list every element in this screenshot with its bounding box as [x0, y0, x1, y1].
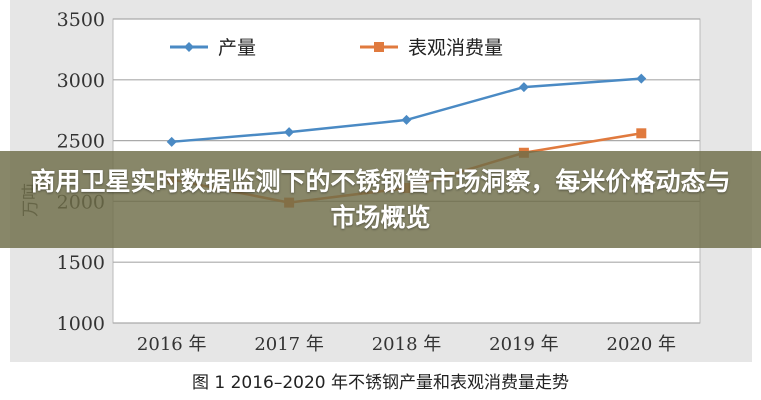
- data-point: [636, 73, 647, 84]
- y-tick-label: 1000: [57, 313, 105, 335]
- data-point: [518, 82, 529, 93]
- y-tick-label: 2500: [57, 131, 105, 153]
- x-tick-label: 2018 年: [372, 334, 442, 355]
- title-banner: 商用卫星实时数据监测下的不锈钢管市场洞察，每米价格动态与市场概览: [0, 151, 761, 248]
- y-tick-label: 3500: [57, 9, 105, 31]
- legend-label: 产量: [218, 37, 256, 59]
- data-point: [284, 127, 295, 138]
- banner-title: 商用卫星实时数据监测下的不锈钢管市场洞察，每米价格动态与市场概览: [30, 166, 731, 232]
- data-point: [401, 114, 412, 125]
- x-tick-label: 2019 年: [489, 334, 559, 355]
- legend-marker: [184, 42, 194, 52]
- y-tick-label: 1500: [57, 252, 105, 274]
- legend-label: 表观消费量: [408, 37, 503, 59]
- legend-marker: [374, 42, 384, 52]
- data-point: [636, 128, 647, 139]
- figure-caption: 图 1 2016–2020 年不锈钢产量和表观消费量走势: [191, 373, 570, 393]
- x-tick-label: 2017 年: [254, 334, 324, 355]
- data-point: [166, 136, 177, 147]
- x-tick-label: 2016 年: [137, 334, 207, 355]
- y-tick-label: 3000: [57, 70, 105, 92]
- x-tick-label: 2020 年: [607, 334, 677, 355]
